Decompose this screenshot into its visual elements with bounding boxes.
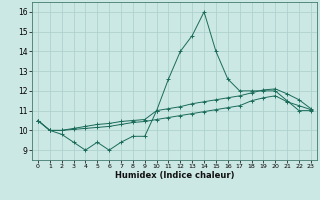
X-axis label: Humidex (Indice chaleur): Humidex (Indice chaleur) <box>115 171 234 180</box>
